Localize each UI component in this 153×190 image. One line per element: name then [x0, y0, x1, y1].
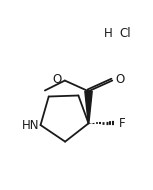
Text: O: O — [116, 73, 125, 86]
Text: H: H — [104, 27, 113, 40]
Text: Cl: Cl — [120, 27, 131, 40]
Text: HN: HN — [22, 119, 39, 132]
Polygon shape — [85, 91, 92, 123]
Text: O: O — [52, 73, 62, 86]
Text: F: F — [119, 117, 125, 130]
